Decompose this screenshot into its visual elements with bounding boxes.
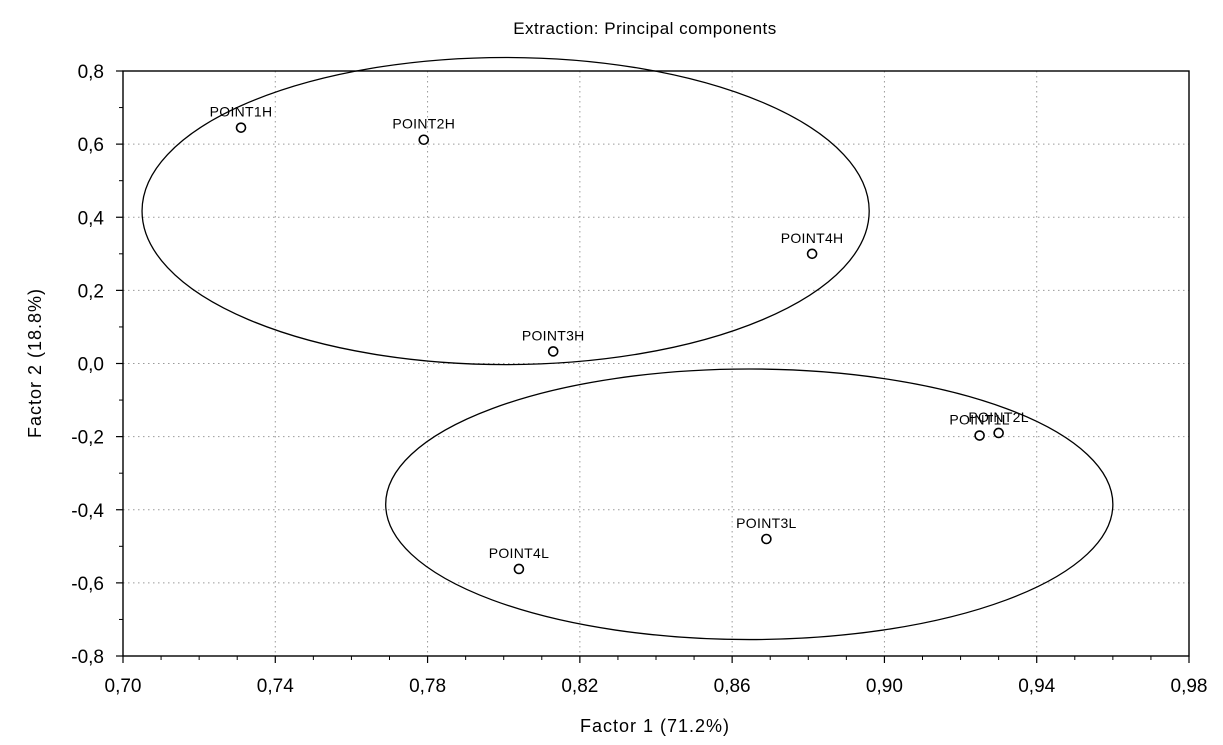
data-point-marker (806, 248, 818, 260)
x-tick-label: 0,90 (866, 676, 903, 697)
y-tick-label: -0,6 (71, 574, 104, 595)
y-tick-label: 0,0 (78, 355, 104, 376)
data-points: POINT1HPOINT2HPOINT4HPOINT3HPOINT1LPOINT… (210, 104, 1029, 575)
cluster-ellipses (141, 56, 1114, 641)
x-tick-label: 0,86 (714, 676, 751, 697)
y-tick-label: 0,4 (78, 208, 105, 229)
y-tick-label: 0,6 (78, 135, 104, 156)
data-point-label: POINT1H (210, 104, 273, 120)
data-point-label: POINT2L (968, 409, 1028, 425)
x-axis-title: Factor 1 (71.2%) (580, 716, 730, 736)
data-point-marker (547, 346, 559, 357)
y-tick-label: -0,4 (71, 501, 104, 522)
grid-lines (123, 71, 1189, 656)
data-point-label: POINT4H (781, 230, 844, 246)
data-point-marker (513, 563, 525, 575)
data-point-marker (418, 134, 430, 146)
y-tick-label: -0,2 (71, 428, 104, 449)
cluster-ellipse (385, 368, 1114, 641)
data-point-label: POINT2H (392, 116, 455, 132)
axis-ticks: 0,70 0,74 0,78 0,82 0,86 0,90 0,94 0,98 0,8 0,6 0,… (71, 62, 1207, 697)
data-point-marker (993, 427, 1004, 439)
y-tick-label: 0,8 (78, 62, 104, 83)
x-tick-label: 0,82 (561, 676, 598, 697)
x-tick-label: 0,94 (1018, 676, 1055, 697)
data-point-marker (761, 533, 772, 545)
data-point-label: POINT3L (736, 515, 796, 531)
x-tick-label: 0,74 (257, 676, 294, 697)
y-axis-title: Factor 2 (18.8%) (25, 288, 45, 438)
y-tick-label: -0,8 (71, 647, 104, 668)
cluster-ellipse (141, 56, 870, 366)
data-point-marker (235, 122, 247, 133)
x-tick-label: 0,70 (105, 676, 142, 697)
data-point-marker (974, 430, 985, 441)
x-tick-label: 0,78 (409, 676, 446, 697)
data-point-label: POINT1L (949, 412, 1009, 428)
data-point-label: POINT4L (489, 545, 549, 561)
y-tick-label: 0,2 (78, 281, 104, 302)
x-tick-label: 0,98 (1171, 676, 1208, 697)
chart-title: Extraction: Principal components (513, 19, 777, 38)
data-point-label: POINT3H (522, 327, 585, 343)
